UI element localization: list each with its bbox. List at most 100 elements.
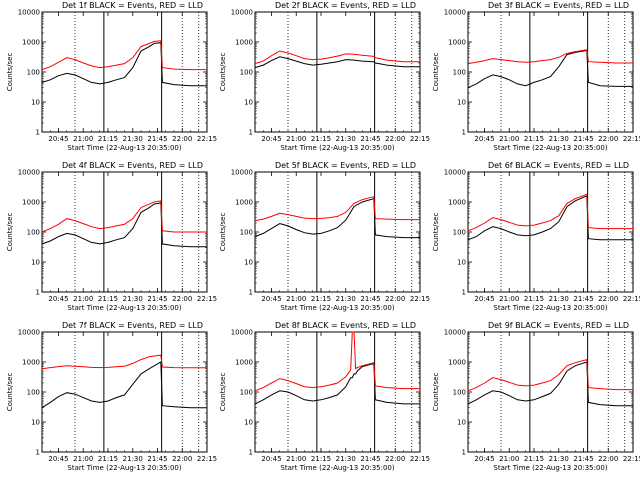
x-tick-label: 20:45	[48, 295, 68, 303]
panel-title: Det 8f BLACK = Events, RED = LLD	[275, 321, 416, 330]
x-tick-label: 22:15	[410, 295, 430, 303]
y-tick-label: 10	[244, 419, 253, 427]
x-tick-label: 21:30	[336, 135, 356, 143]
y-tick-label: 10000	[444, 329, 466, 337]
x-tick-label: 21:45	[573, 295, 593, 303]
y-axis-label: Counts/sec	[432, 213, 440, 252]
x-tick-label: 21:00	[73, 135, 93, 143]
x-tick-label: 21:15	[98, 295, 118, 303]
x-tick-label: 22:15	[410, 455, 430, 463]
panel-5: Det 5f BLACK = Events, RED = LLD 1 10 100 10…	[219, 161, 430, 312]
x-tick-label: 21:15	[524, 135, 544, 143]
panel-title: Det 2f BLACK = Events, RED = LLD	[275, 1, 416, 10]
x-tick-label: 21:00	[499, 295, 519, 303]
x-axis-label: Start Time (22-Aug-13 20:35:00)	[280, 304, 394, 312]
x-tick-label: 21:15	[311, 295, 331, 303]
series-line-lld	[467, 193, 633, 232]
y-tick-label: 100	[240, 69, 253, 77]
y-tick-label: 100	[27, 229, 40, 237]
series-line-lld	[254, 50, 420, 65]
series-line-events	[41, 202, 207, 248]
panel-1: Det 1f BLACK = Events, RED = LLD 1 10 100 10…	[6, 1, 217, 152]
panel-title: Det 5f BLACK = Events, RED = LLD	[275, 161, 416, 170]
x-tick-label: 21:00	[286, 135, 306, 143]
x-tick-label: 20:45	[474, 295, 494, 303]
series-line-events	[254, 197, 420, 239]
x-tick-label: 22:00	[172, 295, 192, 303]
y-tick-label: 1000	[22, 359, 40, 367]
y-tick-label: 1000	[235, 359, 253, 367]
x-tick-label: 22:00	[385, 135, 405, 143]
panel-title: Det 1f BLACK = Events, RED = LLD	[62, 1, 203, 10]
panel-title: Det 3f BLACK = Events, RED = LLD	[488, 1, 629, 10]
x-tick-label: 21:15	[98, 455, 118, 463]
y-tick-label: 1	[249, 129, 253, 137]
x-tick-label: 21:30	[549, 135, 569, 143]
series-line-events	[467, 49, 633, 89]
x-tick-label: 20:45	[48, 135, 68, 143]
x-tick-label: 20:45	[261, 135, 281, 143]
series-line-lld	[467, 358, 633, 392]
y-tick-label: 10000	[444, 169, 466, 177]
x-tick-label: 21:30	[549, 295, 569, 303]
y-tick-label: 100	[240, 389, 253, 397]
x-tick-label: 21:30	[123, 295, 143, 303]
x-tick-label: 21:30	[123, 455, 143, 463]
x-tick-label: 22:15	[410, 135, 430, 143]
x-tick-label: 22:15	[623, 295, 640, 303]
x-tick-label: 21:45	[360, 455, 380, 463]
series-line-events	[41, 42, 207, 87]
x-tick-label: 21:30	[336, 295, 356, 303]
x-axis-label: Start Time (22-Aug-13 20:35:00)	[493, 464, 607, 472]
y-axis-label: Counts/sec	[6, 53, 14, 92]
y-tick-label: 1	[36, 129, 40, 137]
x-tick-label: 21:30	[123, 135, 143, 143]
x-tick-label: 21:15	[524, 295, 544, 303]
x-tick-label: 21:30	[549, 455, 569, 463]
y-tick-label: 1	[462, 289, 466, 297]
y-tick-label: 1000	[235, 39, 253, 47]
panel-8: Det 8f BLACK = Events, RED = LLD 1 10 100 10…	[219, 321, 430, 472]
y-tick-label: 10	[457, 419, 466, 427]
y-tick-label: 10000	[231, 169, 253, 177]
y-tick-label: 10	[244, 259, 253, 267]
x-tick-label: 21:00	[286, 455, 306, 463]
y-tick-label: 1000	[448, 199, 466, 207]
series-line-lld	[41, 200, 207, 233]
y-tick-label: 10	[457, 259, 466, 267]
x-tick-label: 21:00	[286, 295, 306, 303]
y-tick-label: 100	[453, 69, 466, 77]
y-tick-label: 10000	[444, 9, 466, 17]
y-tick-label: 10	[31, 419, 40, 427]
x-tick-label: 22:15	[197, 135, 217, 143]
x-tick-label: 21:00	[73, 455, 93, 463]
y-tick-label: 1000	[448, 359, 466, 367]
y-tick-label: 100	[27, 389, 40, 397]
x-tick-label: 20:45	[261, 455, 281, 463]
x-tick-label: 22:00	[385, 295, 405, 303]
x-tick-label: 20:45	[474, 455, 494, 463]
x-tick-label: 22:00	[385, 455, 405, 463]
x-tick-label: 21:15	[311, 455, 331, 463]
y-axis-label: Counts/sec	[219, 53, 227, 92]
y-tick-label: 1000	[448, 39, 466, 47]
x-axis-label: Start Time (22-Aug-13 20:35:00)	[67, 304, 181, 312]
y-tick-label: 1000	[22, 199, 40, 207]
x-tick-label: 22:00	[598, 135, 618, 143]
y-axis-label: Counts/sec	[6, 373, 14, 412]
y-axis-label: Counts/sec	[219, 213, 227, 252]
panel-6: Det 6f BLACK = Events, RED = LLD 1 10 100 10…	[432, 161, 640, 312]
x-tick-label: 21:45	[573, 455, 593, 463]
y-tick-label: 100	[27, 69, 40, 77]
x-tick-label: 20:45	[48, 455, 68, 463]
y-tick-label: 1	[249, 289, 253, 297]
series-line-lld	[41, 40, 207, 71]
series-line-lld	[467, 49, 633, 65]
y-tick-label: 10	[31, 99, 40, 107]
y-tick-label: 10000	[18, 169, 40, 177]
y-tick-label: 1	[462, 449, 466, 457]
y-tick-label: 10000	[18, 9, 40, 17]
x-axis-label: Start Time (22-Aug-13 20:35:00)	[280, 144, 394, 152]
y-tick-label: 100	[453, 389, 466, 397]
series-line-lld	[254, 331, 420, 392]
